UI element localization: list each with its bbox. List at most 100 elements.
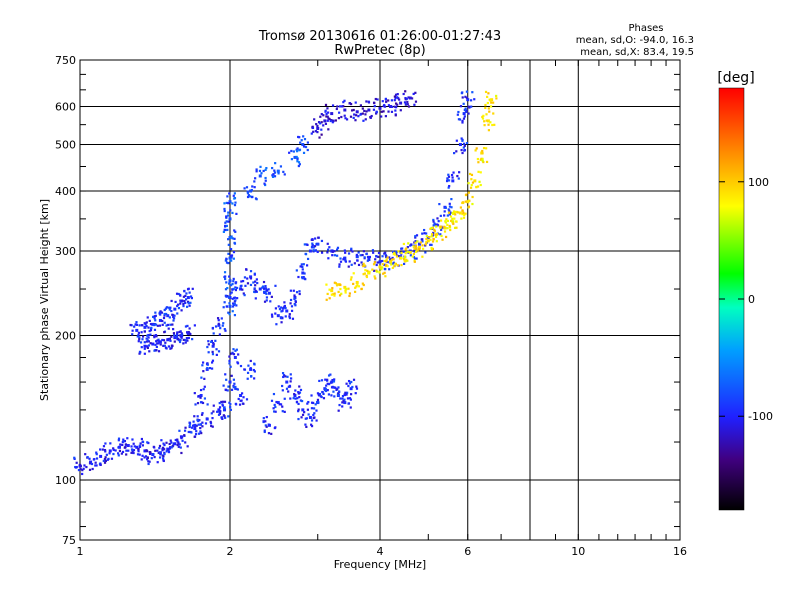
data-point (397, 250, 400, 253)
data-point (310, 407, 314, 410)
data-point (311, 125, 314, 128)
data-point (486, 101, 489, 105)
data-point (350, 380, 353, 384)
data-point (341, 395, 345, 398)
data-point (424, 251, 427, 254)
data-point (413, 241, 416, 244)
data-point (349, 115, 353, 118)
data-point (371, 249, 375, 252)
data-point (203, 397, 207, 400)
data-point (344, 289, 347, 292)
data-point (316, 398, 320, 401)
data-point (169, 323, 172, 326)
data-point (153, 336, 156, 339)
data-point (243, 276, 247, 279)
data-point (375, 263, 378, 267)
data-point (305, 425, 308, 429)
data-point (246, 192, 250, 195)
data-point (352, 378, 356, 381)
data-point (460, 217, 463, 220)
data-point (467, 112, 470, 115)
data-point (471, 202, 474, 206)
data-point (156, 449, 159, 452)
data-point (134, 323, 137, 326)
data-point (286, 375, 289, 378)
data-point (183, 429, 187, 432)
data-point (412, 252, 416, 256)
data-point (362, 283, 365, 287)
data-point (464, 200, 467, 203)
data-point (378, 106, 382, 110)
data-point (294, 389, 297, 392)
data-point (161, 338, 164, 342)
data-point (253, 186, 256, 189)
data-point (130, 445, 133, 448)
data-point (165, 312, 168, 316)
data-point (139, 442, 142, 445)
data-point (403, 259, 406, 262)
data-point (285, 380, 289, 384)
data-point (421, 244, 424, 247)
data-point (184, 301, 187, 305)
data-point (348, 382, 352, 385)
data-point (170, 335, 173, 338)
data-point (117, 437, 121, 440)
data-point (453, 217, 456, 220)
data-point (223, 275, 226, 279)
data-point (117, 446, 120, 449)
data-point (414, 247, 417, 250)
data-point (178, 443, 181, 446)
data-point (159, 310, 162, 313)
data-point (485, 147, 488, 150)
data-point (255, 278, 258, 281)
data-point (431, 240, 435, 243)
data-point (448, 205, 452, 208)
data-point (394, 109, 397, 112)
data-point (465, 193, 468, 196)
y-tick-label: 750 (55, 54, 76, 67)
data-point (284, 315, 287, 318)
data-point (336, 248, 339, 251)
data-point (228, 359, 231, 362)
data-point (443, 214, 446, 217)
data-point (190, 426, 194, 429)
data-point (102, 459, 105, 462)
data-point (228, 302, 231, 305)
data-point (232, 257, 235, 260)
data-point (306, 141, 309, 144)
data-point (182, 302, 185, 306)
data-point (151, 342, 155, 346)
data-point (225, 220, 228, 223)
data-point (223, 400, 227, 403)
data-point (381, 100, 384, 103)
data-point (298, 290, 301, 293)
data-point (338, 294, 342, 297)
data-point (298, 292, 301, 296)
data-point (384, 97, 387, 100)
data-point (201, 412, 204, 415)
data-point (239, 287, 243, 291)
data-point (195, 430, 198, 433)
data-point (187, 302, 190, 305)
data-point (225, 224, 228, 228)
data-point (228, 380, 232, 384)
data-point (146, 345, 149, 348)
data-point (350, 393, 353, 396)
data-point (299, 399, 302, 402)
data-point (327, 128, 330, 131)
data-point (298, 385, 301, 388)
data-point (108, 449, 112, 453)
data-point (337, 391, 340, 395)
data-point (103, 461, 107, 464)
data-point (173, 314, 176, 317)
data-point (475, 147, 478, 150)
data-point (338, 390, 341, 393)
data-point (363, 109, 366, 113)
data-point (333, 250, 336, 253)
data-point (306, 243, 309, 247)
data-point (425, 232, 428, 235)
data-point (73, 456, 76, 459)
data-point (172, 332, 176, 335)
data-point (342, 101, 345, 104)
